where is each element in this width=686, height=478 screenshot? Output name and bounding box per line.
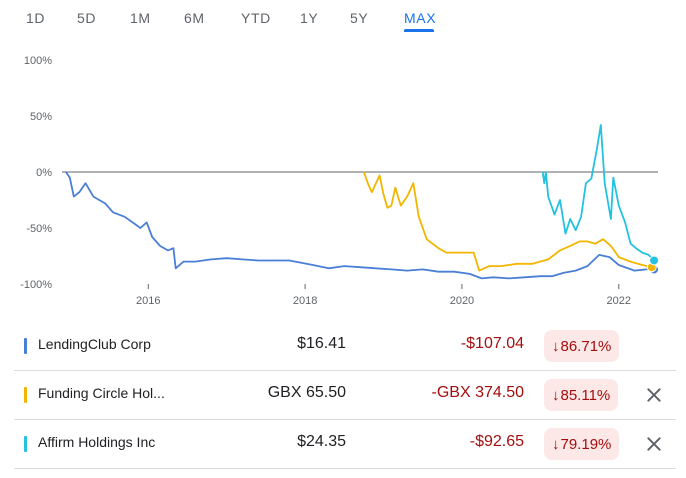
series-line-2 (541, 124, 655, 262)
stock-name: LendingClub Corp (38, 336, 151, 352)
list-item-affirm[interactable]: Affirm Holdings Inc $24.35 -$92.65 ↓ 79.… (14, 420, 674, 468)
tab-6m[interactable]: 6M (184, 10, 205, 26)
y-tick-label: 0% (36, 167, 52, 179)
stock-name: Funding Circle Hol... (38, 385, 165, 401)
series-end-dot-2 (649, 255, 660, 266)
x-tick-label: 2018 (293, 295, 317, 307)
list-item-funding-circle[interactable]: Funding Circle Hol... GBX 65.50 -GBX 374… (14, 371, 674, 419)
percent-change-value: 85.11% (560, 386, 611, 404)
series-line-1 (363, 171, 652, 272)
row-divider (14, 419, 676, 420)
tab-1y[interactable]: 1Y (300, 10, 319, 26)
stock-change: -GBX 374.50 (431, 384, 525, 401)
x-tick-label: 2016 (136, 295, 160, 307)
tab-max[interactable]: MAX (404, 10, 437, 26)
tab-1m[interactable]: 1M (130, 10, 151, 26)
percent-change-value: 86.71% (560, 337, 612, 355)
series-color-swatch (24, 338, 27, 354)
series-color-swatch (24, 436, 27, 452)
y-tick-label: 50% (30, 111, 52, 123)
close-icon[interactable] (642, 383, 666, 407)
list-item-lendingclub[interactable]: LendingClub Corp $16.41 -$107.04 ↓ 86.71… (14, 322, 674, 370)
percent-change-badge: ↓ 79.19% (544, 428, 620, 460)
active-tab-indicator (404, 29, 434, 32)
arrow-down-icon: ↓ (552, 337, 560, 355)
x-tick-label: 2022 (607, 295, 631, 307)
tab-1d[interactable]: 1D (26, 10, 46, 26)
y-tick-label: -100% (20, 279, 52, 291)
arrow-down-icon: ↓ (552, 386, 560, 404)
tab-ytd[interactable]: YTD (241, 10, 271, 26)
stock-price: $24.35 (297, 433, 346, 450)
stock-price: GBX 65.50 (267, 384, 346, 401)
percent-change-value: 79.19% (560, 435, 612, 453)
percent-change-badge: ↓ 86.71% (544, 330, 620, 362)
stock-change: -$92.65 (469, 433, 524, 450)
percent-change-badge: ↓ 85.11% (544, 379, 619, 411)
stock-name: Affirm Holdings Inc (38, 434, 156, 450)
x-tick-label: 2020 (450, 295, 474, 307)
price-chart: 100% 50% 0% -50% -100% 2016 2018 2020 2022 (20, 55, 660, 307)
row-divider (14, 468, 676, 469)
arrow-down-icon: ↓ (552, 435, 560, 453)
tab-5y[interactable]: 5Y (350, 10, 369, 26)
range-tabs: 1D 5D 1M 6M YTD 1Y 5Y MAX (0, 0, 686, 40)
series-line-0 (65, 171, 655, 280)
stock-change: -$107.04 (460, 335, 524, 352)
series-color-swatch (24, 387, 27, 403)
y-tick-label: 100% (24, 55, 52, 67)
stock-price: $16.41 (297, 335, 346, 352)
close-icon[interactable] (642, 432, 666, 456)
y-tick-label: -50% (26, 223, 52, 235)
row-divider (14, 370, 676, 371)
tab-5d[interactable]: 5D (77, 10, 97, 26)
